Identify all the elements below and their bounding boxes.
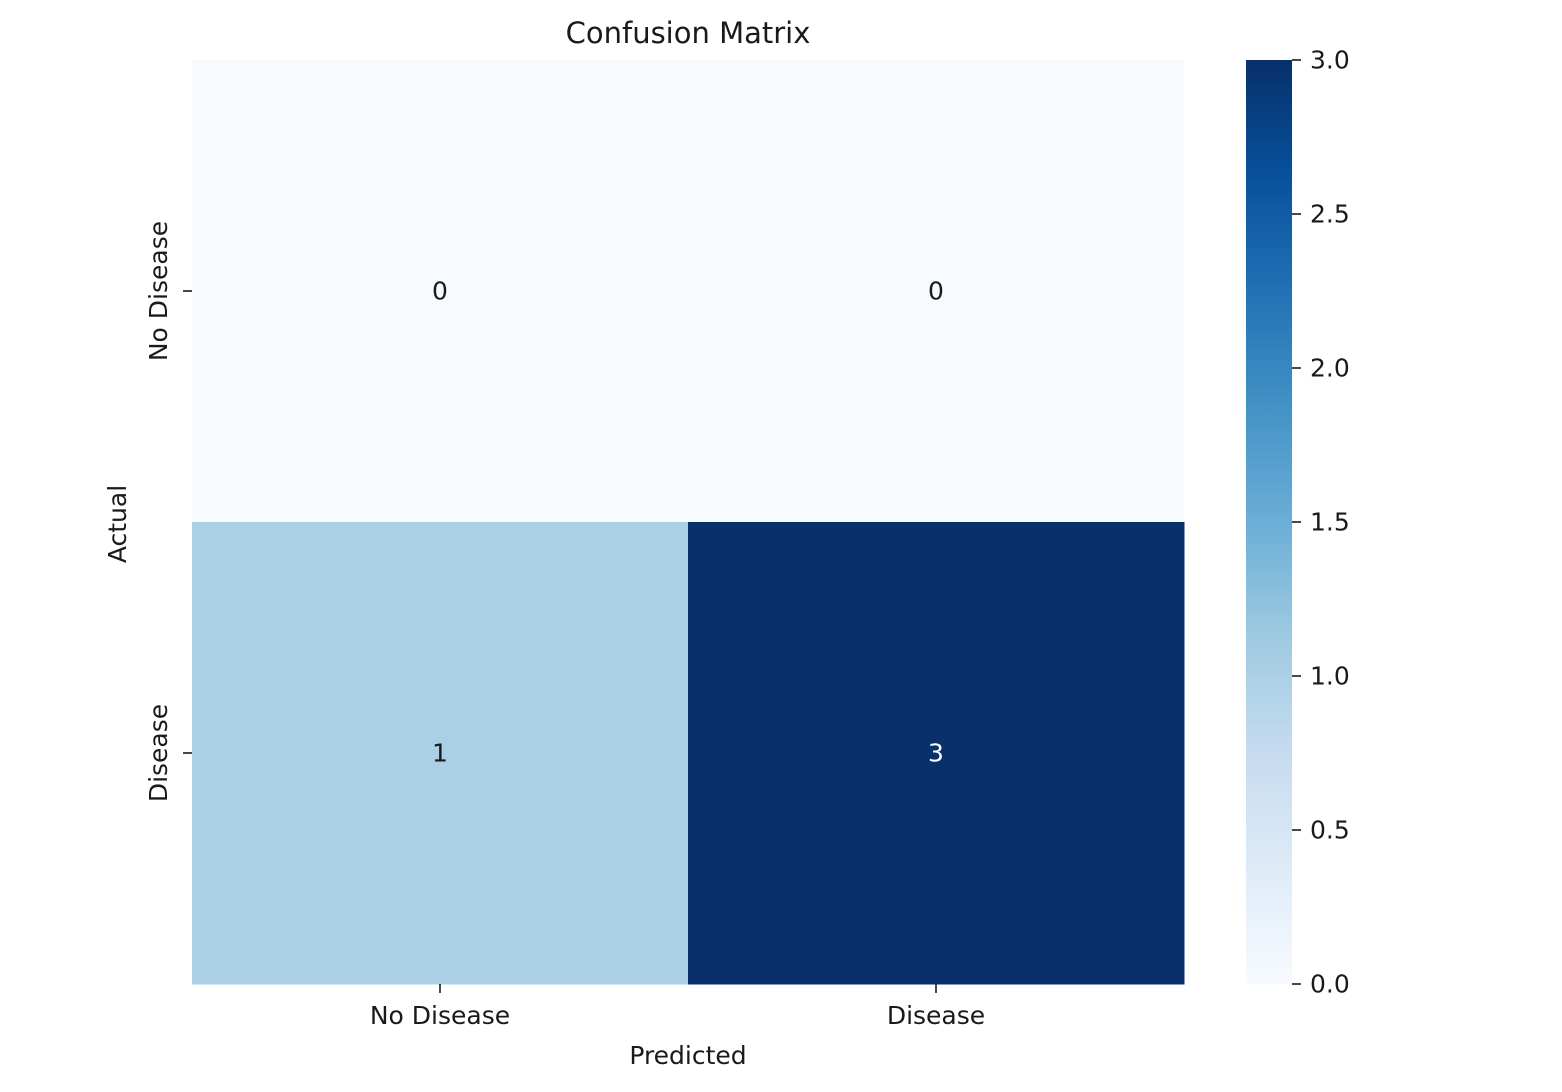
colorbar-tick-label: 0.0 xyxy=(1310,970,1350,999)
colorbar-tick-label: 2.0 xyxy=(1310,354,1350,383)
x-axis: No Disease Disease xyxy=(370,984,985,1030)
heatmap-cell xyxy=(192,522,689,985)
colorbar: 0.0 0.5 1.0 1.5 2.0 2.5 3.0 xyxy=(1246,46,1350,999)
colorbar-tick-label: 0.5 xyxy=(1310,816,1350,845)
x-tick-label: Disease xyxy=(887,1001,985,1030)
y-axis: No Disease Disease xyxy=(144,221,192,802)
cell-annotations: 0 0 1 3 xyxy=(432,277,944,768)
cell-value-label: 0 xyxy=(432,277,448,306)
colorbar-ticks: 0.0 0.5 1.0 1.5 2.0 2.5 3.0 xyxy=(1292,46,1350,999)
cell-value-label: 3 xyxy=(928,739,944,768)
y-axis-label: Actual xyxy=(103,485,132,563)
heatmap-cell xyxy=(192,60,689,523)
cell-value-label: 1 xyxy=(432,739,448,768)
colorbar-tick-label: 3.0 xyxy=(1310,46,1350,75)
colorbar-tick-label: 1.5 xyxy=(1310,508,1350,537)
heatmap-cells xyxy=(192,60,1185,985)
cell-value-label: 0 xyxy=(928,277,944,306)
y-tick-label: No Disease xyxy=(144,221,173,361)
heatmap-cell xyxy=(688,60,1185,523)
y-tick-label: Disease xyxy=(144,704,173,802)
chart-title: Confusion Matrix xyxy=(566,16,811,50)
colorbar-tick-label: 1.0 xyxy=(1310,662,1350,691)
colorbar-tick-label: 2.5 xyxy=(1310,200,1350,229)
x-axis-label: Predicted xyxy=(629,1041,746,1070)
heatmap-cell xyxy=(688,522,1185,985)
x-tick-label: No Disease xyxy=(370,1001,510,1030)
colorbar-bar xyxy=(1246,60,1292,984)
